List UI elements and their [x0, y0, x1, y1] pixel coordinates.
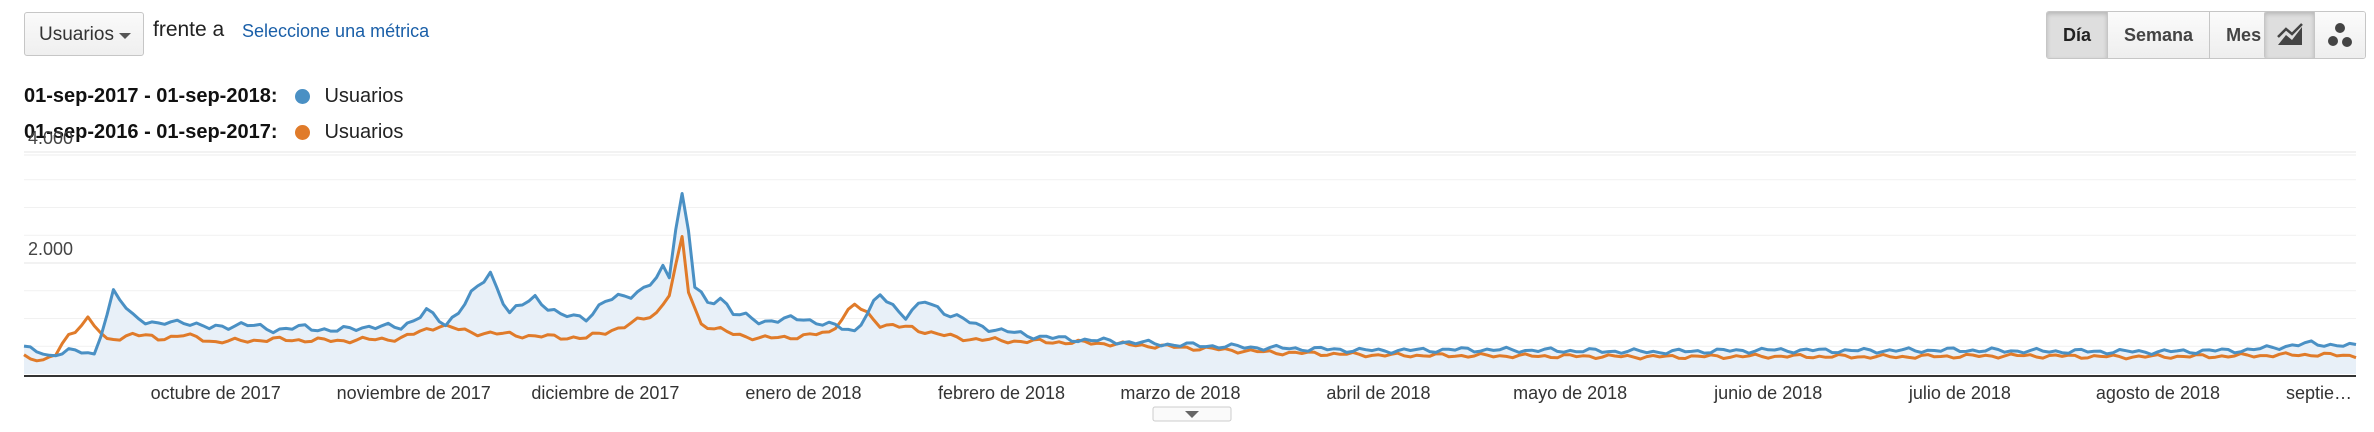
motion-chart-icon	[2328, 23, 2352, 47]
series-previous-line	[23, 235, 2357, 363]
line-chart-view-button[interactable]	[2265, 12, 2315, 58]
motion-chart-view-button[interactable]	[2315, 12, 2365, 58]
x-tick-label: octubre de 2017	[151, 383, 281, 403]
x-tick-label: noviembre de 2017	[337, 383, 491, 403]
x-tick-label: julio de 2018	[1908, 383, 2011, 403]
chevron-down-icon	[1185, 411, 1199, 418]
chart-view-toggle	[2264, 11, 2366, 59]
legend-item-current: 01-sep-2017 - 01-sep-2018: Usuarios	[24, 81, 403, 111]
x-tick-label: febrero de 2018	[938, 383, 1065, 403]
x-tick-label: septie…	[2286, 383, 2352, 403]
y-tick-label: 4.000	[28, 128, 73, 148]
legend-range-current: 01-sep-2017 - 01-sep-2018:	[24, 84, 278, 107]
x-tick-label: agosto de 2018	[2096, 383, 2220, 403]
chevron-down-icon	[119, 33, 131, 39]
y-tick-label: 2.000	[28, 239, 73, 259]
x-tick-label: mayo de 2018	[1513, 383, 1627, 403]
period-day-button[interactable]: Día	[2047, 12, 2109, 58]
select-metric-link[interactable]: Seleccione una métrica	[242, 21, 430, 41]
x-tick-label: abril de 2018	[1326, 383, 1430, 403]
metric-dropdown-label: Usuarios	[39, 24, 114, 45]
line-chart-icon	[2277, 23, 2303, 45]
compare-text: frente a	[153, 18, 225, 41]
period-week-button[interactable]: Semana	[2108, 12, 2211, 58]
period-toggle: Día Semana Mes	[2046, 11, 2279, 59]
legend-series-current: Usuarios	[324, 84, 404, 107]
series-current-line	[23, 192, 2357, 358]
legend-range-previous: 01-sep-2016 - 01-sep-2017:	[24, 120, 278, 143]
legend-item-previous: 01-sep-2016 - 01-sep-2017: Usuarios	[24, 117, 403, 147]
legend-dot-current	[295, 88, 311, 104]
x-tick-label: enero de 2018	[745, 383, 861, 403]
legend-dot-previous	[295, 124, 311, 140]
metric-dropdown[interactable]: Usuarios	[24, 12, 144, 56]
x-tick-label: marzo de 2018	[1120, 383, 1240, 403]
x-tick-label: diciembre de 2017	[531, 383, 679, 403]
series-current-area	[24, 193, 2356, 374]
legend-series-previous: Usuarios	[324, 120, 404, 143]
x-tick-label: junio de 2018	[1713, 383, 1822, 403]
